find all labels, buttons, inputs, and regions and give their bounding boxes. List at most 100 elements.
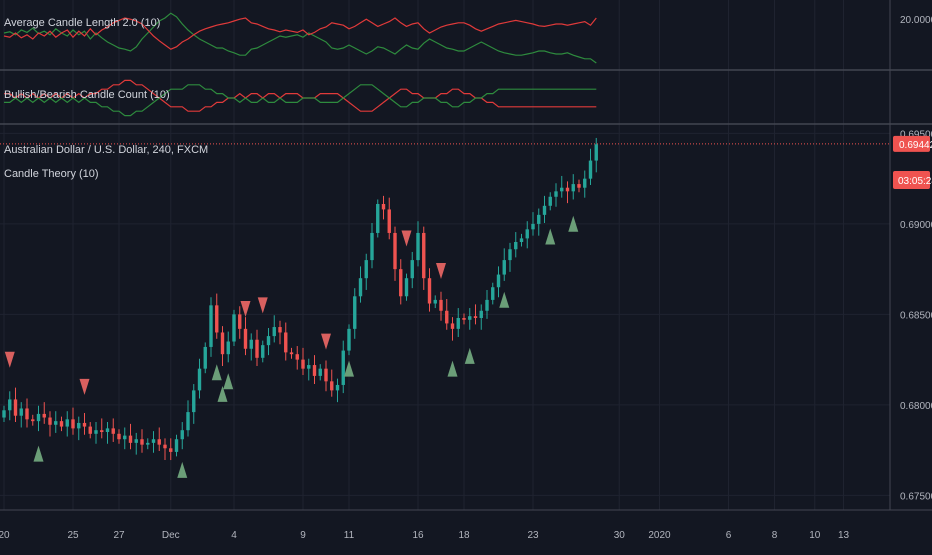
candle-body [88, 426, 92, 434]
candle [232, 309, 236, 347]
signal-markers-layer [4, 215, 579, 478]
candle [376, 199, 380, 238]
candle [289, 347, 294, 359]
candle [197, 358, 202, 399]
candle [146, 438, 150, 450]
candle [71, 407, 75, 435]
candle [140, 429, 144, 453]
candle [169, 438, 173, 461]
candle [192, 384, 196, 424]
candle [571, 174, 575, 200]
candle-body [146, 442, 150, 445]
candle [370, 223, 374, 269]
candle-body [468, 316, 472, 320]
candle-body [2, 410, 6, 418]
candle [174, 434, 179, 457]
candle-body [238, 314, 242, 329]
candle [13, 387, 18, 423]
candle-body [508, 249, 512, 261]
candle-count-lines [4, 79, 597, 117]
candle [450, 317, 455, 341]
candle-body [255, 339, 259, 358]
candle-body [583, 178, 587, 188]
candle-body [111, 428, 115, 434]
candle [134, 432, 138, 455]
candle [295, 346, 299, 370]
candle-body [48, 417, 52, 425]
candle-body [537, 214, 541, 224]
candle-body [197, 368, 202, 391]
candle-body [330, 381, 334, 391]
candle-body [266, 336, 271, 346]
bullish-signal-triangle [344, 360, 354, 377]
avg-candle-series-2 [3, 17, 597, 50]
current-price-badge: 0.69442 [893, 135, 932, 152]
candle-body [100, 430, 104, 432]
candle [111, 418, 115, 442]
avg-candle-length-lines [3, 12, 597, 64]
date-tick-label: 6 [726, 530, 732, 541]
candle-body [542, 205, 547, 215]
candle [42, 402, 46, 424]
candle-body [341, 350, 345, 385]
time-axis[interactable]: 20 25 27 Dec 4 9 11 16 18 23 30 2020 6 8 10 13 [0, 530, 849, 541]
candle-body [479, 310, 483, 318]
candle-body [393, 232, 397, 270]
candle [364, 253, 368, 290]
bearish-signal-triangle [4, 351, 15, 368]
candle-body [364, 260, 368, 279]
candle [151, 431, 156, 453]
candle [36, 405, 41, 432]
candle [445, 299, 449, 330]
candle-body [295, 354, 299, 360]
candle [215, 293, 219, 339]
candle-body [381, 204, 386, 210]
pane-separators [0, 69, 932, 125]
candle [238, 306, 242, 339]
candle [82, 413, 87, 435]
candle [123, 427, 127, 450]
candle-body [157, 439, 161, 445]
candle [284, 322, 288, 361]
candle-body [404, 278, 409, 297]
candle-body [163, 444, 167, 449]
candle [226, 331, 230, 363]
candle [531, 212, 535, 236]
candle [19, 402, 23, 428]
candle [473, 304, 478, 325]
candle [588, 148, 593, 185]
candle [88, 422, 92, 439]
candle-body [289, 352, 294, 355]
date-tick-label: 13 [838, 530, 850, 541]
candle [525, 221, 529, 249]
candle-body [215, 305, 219, 333]
candle [163, 438, 167, 461]
candle [393, 226, 397, 281]
candle [157, 427, 161, 451]
candle-count-pane-title: Bullish/Bearish Candle Count (10) [4, 89, 170, 101]
candle-body [117, 433, 121, 440]
candle [502, 248, 506, 281]
candle [128, 423, 133, 450]
candle-body [502, 260, 506, 275]
candle [439, 291, 443, 321]
candle-body [307, 365, 311, 369]
date-tick-label: 16 [412, 530, 424, 541]
bullish-signal-triangle [33, 445, 44, 462]
candle [560, 175, 564, 198]
candle-body [209, 305, 213, 347]
indicator-title: Candle Theory (10) [4, 168, 99, 180]
candle [203, 342, 207, 374]
candle-body [416, 232, 420, 261]
candle-body [19, 408, 23, 416]
candle [542, 195, 547, 223]
candle-body [427, 278, 432, 304]
candle [565, 181, 570, 204]
candle [554, 183, 558, 207]
